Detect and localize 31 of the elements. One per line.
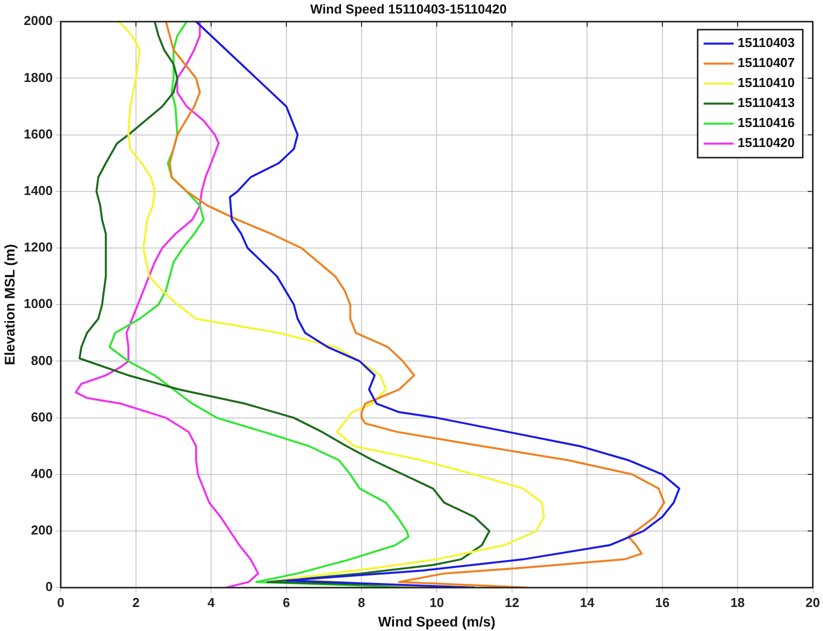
y-tick-label: 600 (31, 409, 53, 424)
y-tick-label: 1200 (24, 240, 53, 255)
legend-label: 15110410 (738, 75, 795, 90)
y-tick-label: 200 (31, 522, 53, 538)
legend-label: 15110420 (738, 135, 795, 150)
y-tick-label: 0 (45, 579, 53, 594)
x-axis-title: Wind Speed (m/s) (378, 613, 496, 630)
x-tick-label: 4 (208, 594, 216, 610)
y-tick-label: 1000 (24, 296, 53, 312)
legend-label: 15110403 (738, 35, 795, 50)
x-tick-label: 10 (430, 594, 444, 610)
x-tick-label: 12 (504, 594, 520, 610)
legend-label: 15110407 (738, 55, 795, 70)
legend-label: 15110416 (738, 115, 795, 130)
legend-label: 15110413 (738, 95, 795, 110)
y-tick-label: 2000 (24, 13, 53, 28)
x-tick-label: 0 (57, 594, 64, 610)
y-tick-label: 1400 (24, 182, 53, 198)
x-tick-label: 6 (282, 594, 290, 610)
x-tick-label: 8 (358, 594, 366, 610)
x-tick-label: 16 (655, 594, 670, 610)
y-tick-label: 1600 (24, 126, 53, 142)
x-tick-label: 14 (580, 594, 596, 610)
x-tick-label: 2 (132, 594, 140, 610)
chart-title: Wind Speed 15110403-15110420 (310, 1, 507, 16)
y-tick-label: 800 (31, 352, 53, 368)
x-tick-label: 18 (730, 594, 745, 610)
y-tick-label: 400 (31, 466, 53, 481)
y-tick-label: 1800 (24, 70, 53, 85)
y-axis-title: Elevation MSL (m) (1, 244, 18, 366)
x-tick-label: 20 (806, 594, 820, 610)
